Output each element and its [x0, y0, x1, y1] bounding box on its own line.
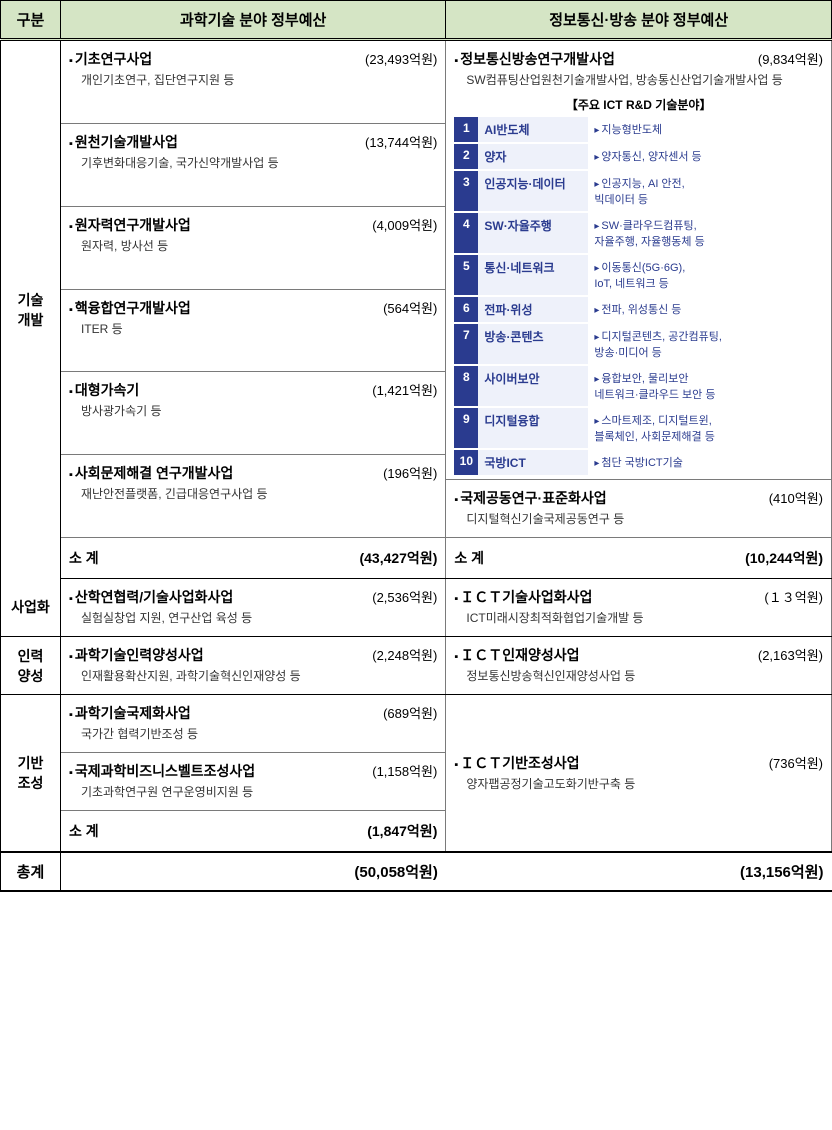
budget-table: 구분 과학기술 분야 정부예산 정보통신·방송 분야 정부예산 기술 개발 ▪기… — [0, 0, 832, 892]
sci-item-6: ▪사회문제해결 연구개발사업(196억원) 재난안전플랫폼, 긴급대응연구사업 … — [60, 455, 445, 538]
ict-item-2-title: 국제공동연구·표준화사업 — [460, 490, 606, 506]
category-biz: 사업화 — [1, 579, 61, 637]
sci-item-1-amount: (23,493억원) — [365, 49, 437, 68]
category-infra: 기반 조성 — [1, 695, 61, 853]
header-science: 과학기술 분야 정부예산 — [60, 1, 445, 40]
ict-field-5: 5통신·네트워크▸이동통신(5G·6G), IoT, 네트워크 등 — [454, 255, 823, 295]
sci-item-1-title: 기초연구사업 — [75, 51, 152, 67]
sci-biz: ▪산학연협력/기술사업화사업(2,536억원) 실험실창업 지원, 연구산업 육… — [60, 579, 445, 637]
category-total: 총계 — [1, 852, 61, 891]
ict-field-3: 3인공지능·데이터▸인공지능, AI 안전, 빅데이터 등 — [454, 171, 823, 211]
sci-item-3: ▪원자력연구개발사업(4,009억원) 원자력, 방사선 등 — [60, 206, 445, 289]
sci-hr: ▪과학기술인력양성사업(2,248억원) 인재활용확산지원, 과학기술혁신인재양… — [60, 637, 445, 695]
category-tech-dev: 기술 개발 — [1, 40, 61, 579]
ict-item-1-desc: SW컴퓨팅산업원천기술개발사업, 방송통신산업기술개발사업 등 — [454, 71, 823, 92]
sci-subtotal-tech: 소 계(43,427억원) — [60, 538, 445, 579]
ict-fields-heading: 【주요 ICT R&D 기술분야】 — [454, 96, 823, 113]
sci-item-1: ▪기초연구사업(23,493억원) 개인기초연구, 집단연구지원 등 — [60, 40, 445, 124]
ict-hr: ▪ＩＣＴ인재양성사업(2,163억원) 정보통신방송혁신인재양성사업 등 — [446, 637, 832, 695]
category-hr: 인력 양성 — [1, 637, 61, 695]
ict-field-1: 1AI반도체▸지능형반도체 — [454, 117, 823, 142]
ict-item-1-amount: (9,834억원) — [758, 49, 823, 68]
ict-item-2-amount: (410억원) — [769, 488, 823, 507]
ict-infra: ▪ＩＣＴ기반조성사업(736억원) 양자팹공정기술고도화기반구축 등 — [446, 695, 832, 853]
sci-item-5: ▪대형가속기(1,421억원) 방사광가속기 등 — [60, 372, 445, 455]
ict-field-8: 8사이버보안▸융합보안, 물리보안 네트워크·클라우드 보안 등 — [454, 366, 823, 406]
ict-biz: ▪ＩＣＴ기술사업화사업(１３억원) ICT미래시장최적화협업기술개발 등 — [446, 579, 832, 637]
ict-field-9: 9디지털융합▸스마트제조, 디지털트윈, 블록체인, 사회문제해결 등 — [454, 408, 823, 448]
header-ict: 정보통신·방송 분야 정부예산 — [446, 1, 832, 40]
sci-infra-1: ▪과학기술국제화사업(689억원) 국가간 협력기반조성 등 — [60, 695, 445, 753]
ict-total: (13,156억원) — [446, 852, 832, 891]
ict-item-1: ▪정보통신방송연구개발사업(9,834억원) SW컴퓨팅산업원천기술개발사업, … — [446, 40, 832, 538]
sci-item-4: ▪핵융합연구개발사업(564억원) ITER 등 — [60, 289, 445, 372]
sci-item-2: ▪원천기술개발사업(13,744억원) 기후변화대응기술, 국가신약개발사업 등 — [60, 124, 445, 207]
ict-field-10: 10국방ICT▸첨단 국방ICT기술 — [454, 450, 823, 475]
header-category: 구분 — [1, 1, 61, 40]
ict-subtotal-tech: 소 계(10,244억원) — [446, 538, 832, 579]
sci-total: (50,058억원) — [60, 852, 445, 891]
sci-subtotal-infra: 소 계(1,847억원) — [60, 811, 445, 853]
sci-item-1-desc: 개인기초연구, 집단연구지원 등 — [69, 71, 437, 92]
ict-item-1-title: 정보통신방송연구개발사업 — [460, 51, 615, 67]
ict-field-6: 6전파·위성▸전파, 위성통신 등 — [454, 297, 823, 322]
ict-field-4: 4SW·자율주행▸SW·클라우드컴퓨팅, 자율주행, 자율행동체 등 — [454, 213, 823, 253]
ict-field-7: 7방송·콘텐츠▸디지털콘텐츠, 공간컴퓨팅, 방송·미디어 등 — [454, 324, 823, 364]
sci-infra-2: ▪국제과학비즈니스벨트조성사업(1,158억원) 기초과학연구원 연구운영비지원… — [60, 753, 445, 811]
ict-field-2: 2양자▸양자통신, 양자센서 등 — [454, 144, 823, 169]
ict-item-2-desc: 디지털혁신기술국제공동연구 등 — [454, 510, 823, 531]
